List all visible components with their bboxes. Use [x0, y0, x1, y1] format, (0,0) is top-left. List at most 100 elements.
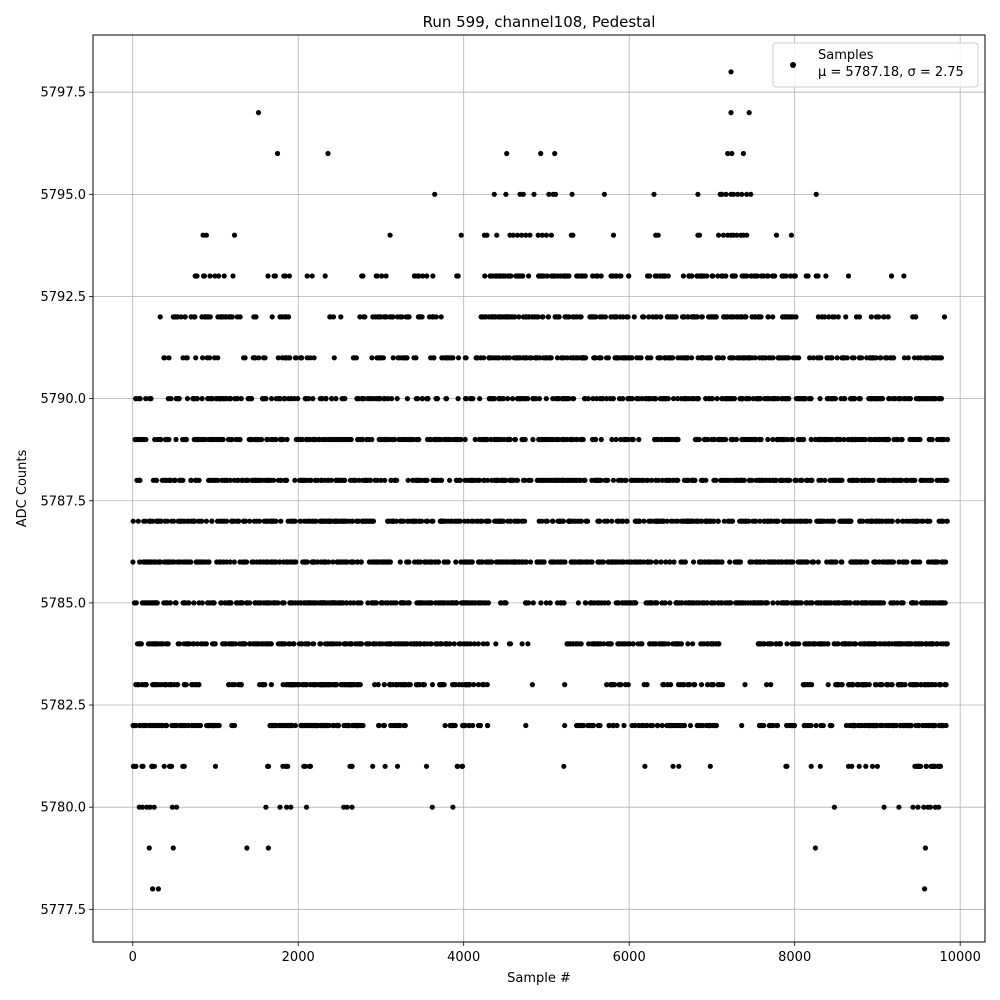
sample-point [644, 682, 650, 688]
sample-point [682, 559, 688, 565]
sample-point [775, 355, 781, 361]
sample-point [893, 436, 900, 443]
sample-point [502, 600, 508, 606]
sample-point [433, 600, 439, 606]
sample-point [281, 722, 288, 729]
sample-point [223, 641, 229, 647]
sample-point [635, 641, 641, 647]
sample-point [561, 477, 567, 483]
sample-point [704, 518, 710, 524]
sample-point [849, 355, 856, 361]
sample-point [797, 518, 803, 524]
sample-point [746, 477, 752, 483]
sample-point [566, 314, 572, 320]
sample-point [248, 396, 254, 402]
sample-point [322, 682, 328, 688]
sample-point [895, 682, 901, 688]
sample-point [262, 396, 268, 402]
sample-point [275, 355, 281, 361]
sample-point [171, 559, 177, 565]
sample-point [372, 314, 379, 320]
sample-point [137, 396, 143, 402]
sample-point [284, 804, 290, 810]
sample-point [607, 641, 613, 647]
sample-point [807, 355, 813, 361]
sample-point [731, 355, 737, 361]
sample-point [484, 722, 490, 729]
sample-point [528, 355, 535, 361]
sample-point [911, 518, 917, 524]
sample-point [915, 355, 921, 361]
sample-point [194, 436, 200, 443]
sample-point [178, 559, 184, 565]
sample-point [596, 477, 602, 483]
sample-point [510, 232, 516, 238]
sample-point [922, 845, 929, 851]
sample-point [718, 477, 724, 483]
sample-point [377, 641, 383, 647]
sample-point [849, 477, 855, 483]
sample-point [311, 436, 317, 443]
sample-point [349, 559, 355, 565]
sample-point [552, 191, 559, 197]
y-tick-label: 5795.0 [41, 188, 87, 203]
sample-point [169, 804, 175, 810]
sample-point [627, 559, 633, 565]
sample-point [464, 600, 470, 606]
sample-point [143, 722, 149, 729]
sample-point [244, 845, 250, 851]
sample-point [664, 722, 670, 729]
sample-point [484, 682, 490, 688]
sample-point [483, 600, 489, 606]
sample-point [748, 273, 754, 279]
sample-point [621, 436, 627, 443]
sample-point [355, 682, 361, 688]
sample-point [356, 477, 362, 483]
sample-point [941, 314, 948, 320]
sample-point [815, 559, 821, 565]
sample-point [803, 600, 809, 606]
sample-point [468, 396, 474, 402]
sample-point [491, 396, 497, 402]
sample-point [759, 355, 765, 361]
sample-point [657, 641, 663, 647]
sample-point [460, 722, 466, 729]
sample-point [857, 436, 864, 443]
sample-point [881, 804, 887, 810]
sample-point [885, 559, 891, 565]
sample-point [536, 396, 543, 402]
sample-point [698, 641, 704, 647]
sample-point [342, 436, 348, 443]
sample-point [459, 763, 465, 769]
sample-point [207, 355, 213, 361]
sample-point [896, 804, 902, 810]
sample-point [902, 682, 908, 688]
sample-point [270, 600, 277, 606]
sample-point [191, 600, 197, 606]
sample-point [561, 763, 567, 769]
sample-point [530, 600, 536, 606]
sample-point [798, 600, 804, 606]
sample-point [600, 559, 607, 565]
sample-point [624, 314, 630, 320]
sample-point [398, 436, 404, 443]
sample-point [821, 518, 827, 524]
sample-point [173, 436, 179, 443]
sample-point [849, 763, 855, 769]
sample-point [229, 641, 235, 647]
sample-point [390, 518, 396, 524]
sample-point [287, 355, 293, 361]
sample-point [373, 273, 379, 279]
sample-point [826, 600, 832, 606]
sample-point [239, 600, 245, 606]
sample-point [901, 273, 907, 279]
sample-point [800, 436, 806, 443]
sample-point [719, 682, 726, 688]
sample-point [406, 559, 412, 565]
sample-point [815, 314, 822, 320]
sample-point [825, 396, 831, 402]
sample-point [713, 477, 719, 483]
sample-point [419, 396, 425, 402]
sample-point [307, 355, 313, 361]
sample-point [805, 273, 811, 279]
